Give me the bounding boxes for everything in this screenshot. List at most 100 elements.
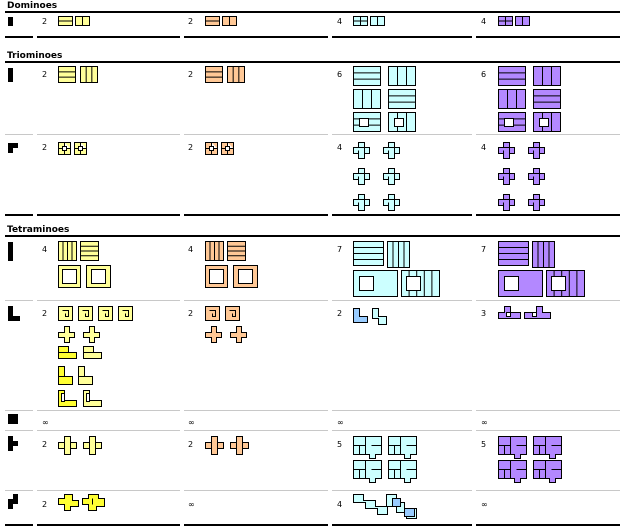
i-tetromino-tiling-1-2 [80, 241, 100, 262]
row-rule-6-label [5, 490, 33, 491]
row-rule-4-col3 [332, 410, 472, 411]
l-triomino-tiling-1-1 [58, 142, 73, 157]
row-rule-0-col4 [476, 36, 620, 38]
t-tetromino-tiling-4-1 [498, 436, 528, 460]
l-triomino-tiling-3-6 [383, 194, 401, 212]
count-i-tetromino-col2: 4 [188, 245, 194, 254]
count-domino-col1: 2 [42, 17, 48, 26]
l-tetromino-tiling-1-l1 [58, 366, 74, 386]
row-rule-5-col2 [184, 430, 328, 431]
count-o-tetromino-col4: ∞ [481, 418, 488, 427]
t-tetromino-tiling-1-1 [58, 436, 78, 456]
domino-tiling-4-1 [498, 16, 514, 27]
l-triomino-tiling-2-2 [221, 142, 236, 157]
count-s-tetromino-col4: ∞ [481, 500, 488, 509]
l-triomino-tiling-4-5 [498, 194, 516, 212]
i-tetromino-tiling-1-1 [58, 241, 78, 262]
t-tetromino-tiling-3-2 [388, 436, 418, 460]
section-rule-triominoes [5, 61, 620, 63]
count-i-triomino-col1: 2 [42, 70, 48, 79]
i-triomino-icon [8, 68, 13, 82]
row-rule-0-col2 [184, 36, 328, 38]
section-title-triominoes: Triominoes [7, 51, 63, 61]
count-t-tetromino-col1: 2 [42, 440, 48, 449]
t-tetromino-tiling-3-1 [353, 436, 383, 460]
l-tetromino-tiling-1-t2 [83, 326, 101, 344]
l-tetromino-tiling-1-sq4 [118, 306, 134, 322]
l-triomino-tiling-3-4 [383, 168, 401, 186]
i-tetromino-tiling-2-3 [205, 265, 229, 290]
l-triomino-tiling-3-5 [353, 194, 371, 212]
row-rule-4-col2 [184, 410, 328, 411]
l-tetromino-tiling-1-sq3 [98, 306, 114, 322]
domino-tiling-1-1 [58, 16, 74, 27]
t-tetromino-tiling-1-2 [83, 436, 103, 456]
i-tetromino-tiling-2-4 [233, 265, 259, 290]
count-i-tetromino-col1: 4 [42, 245, 48, 254]
count-t-tetromino-col3: 5 [337, 440, 343, 449]
row-rule-2-col1 [37, 214, 180, 216]
i-tetromino-tiling-4-1 [498, 241, 530, 267]
l-tetromino-tiling-1-sq1 [58, 306, 74, 322]
count-i-triomino-col3: 6 [337, 70, 343, 79]
row-rule-2-label [5, 214, 33, 216]
t-tetromino-tiling-4-4 [533, 460, 563, 484]
i-triomino-tiling-4-4 [533, 89, 563, 110]
row-rule-7-label [5, 524, 33, 526]
row-rule-5-label [5, 430, 33, 431]
count-l-tetromino-col3: 2 [337, 309, 343, 318]
row-rule-3-label [5, 300, 33, 301]
count-t-tetromino-col4: 5 [481, 440, 487, 449]
i-triomino-tiling-4-1 [498, 66, 528, 87]
l-triomino-tiling-4-1 [498, 142, 516, 160]
domino-tiling-3-2 [370, 16, 386, 27]
row-rule-1-col1 [37, 134, 180, 135]
count-t-tetromino-col2: 2 [188, 440, 194, 449]
i-tetromino-tiling-2-2 [227, 241, 247, 262]
t-tetromino-icon [8, 436, 18, 451]
row-rule-1-col3 [332, 134, 472, 135]
count-l-triomino-col2: 2 [188, 143, 194, 152]
l-tetromino-tiling-2-sq1 [205, 306, 221, 322]
section-rule-tetraminoes [5, 235, 620, 237]
i-triomino-tiling-3-4 [388, 89, 418, 110]
count-l-triomino-col1: 2 [42, 143, 48, 152]
s-tetromino-tiling-3-1 [353, 494, 389, 516]
o-tetromino-icon [8, 414, 18, 424]
row-rule-3-col1 [37, 300, 180, 301]
row-rule-2-col4 [476, 214, 620, 216]
i-tetromino-icon [8, 242, 13, 261]
i-triomino-tiling-3-1 [353, 66, 383, 87]
row-rule-5-col4 [476, 430, 620, 431]
l-tetromino-tiling-3-2 [372, 308, 388, 326]
l-triomino-tiling-4-2 [528, 142, 546, 160]
domino-tiling-1-2 [75, 16, 91, 27]
count-domino-col2: 2 [188, 17, 194, 26]
l-tetromino-icon [8, 306, 20, 321]
l-triomino-tiling-1-2 [74, 142, 89, 157]
domino-tiling-2-2 [222, 16, 238, 27]
count-i-triomino-col2: 2 [188, 70, 194, 79]
i-tetromino-tiling-1-3 [58, 265, 82, 290]
count-domino-col3: 4 [337, 17, 343, 26]
domino-icon [8, 17, 13, 26]
i-tetromino-tiling-4-2 [532, 241, 556, 269]
l-tetromino-tiling-1-l2 [78, 366, 94, 386]
i-tetromino-tiling-2-1 [205, 241, 225, 262]
i-tetromino-tiling-3-2 [387, 241, 411, 269]
count-i-tetromino-col4: 7 [481, 245, 487, 254]
s-tetromino-tiling-1-1 [58, 494, 80, 512]
count-l-tetromino-col1: 2 [42, 309, 48, 318]
l-tetromino-tiling-1-j2 [83, 390, 103, 408]
row-rule-7-col2 [184, 524, 328, 526]
row-rule-6-col2 [184, 490, 328, 491]
t-tetromino-tiling-4-3 [498, 460, 528, 484]
count-l-tetromino-col2: 2 [188, 309, 194, 318]
l-tetromino-tiling-2-t1 [205, 326, 223, 344]
i-tetromino-tiling-4-3 [498, 270, 544, 298]
row-rule-0-label [5, 36, 33, 38]
row-rule-0-col3 [332, 36, 472, 38]
i-triomino-tiling-4-5 [498, 112, 528, 133]
row-rule-2-col2 [184, 214, 328, 216]
i-triomino-tiling-3-6 [388, 112, 418, 133]
